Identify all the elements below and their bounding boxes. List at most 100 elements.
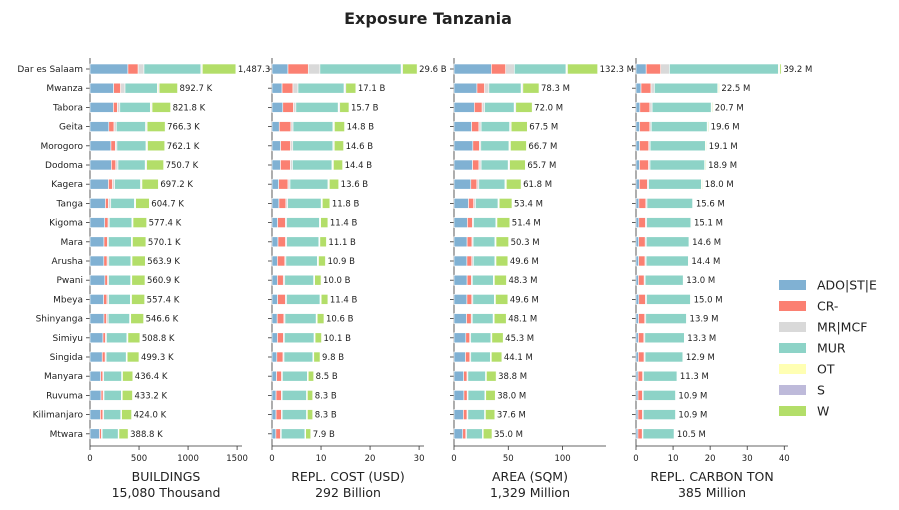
bar-segment xyxy=(275,390,282,401)
bar-segment xyxy=(121,390,133,401)
bar-segment xyxy=(649,102,653,113)
bar-segment xyxy=(316,313,325,324)
value-label: 563.9 K xyxy=(147,257,180,267)
bar-segment xyxy=(113,102,118,113)
bar-segment xyxy=(271,313,278,324)
bar-segment xyxy=(202,63,237,75)
bar-segment xyxy=(472,274,494,286)
bar-segment xyxy=(89,370,101,382)
value-label: 436.4 K xyxy=(135,372,168,382)
category-label: Dar es Salaam xyxy=(17,65,83,75)
value-label: 388.8 K xyxy=(130,430,163,440)
value-label: 29.6 B xyxy=(419,65,447,75)
bar-segment xyxy=(635,121,640,132)
bar-segment xyxy=(89,409,101,420)
bar-segment xyxy=(485,390,496,401)
bar-segment xyxy=(282,102,294,113)
bar-segment xyxy=(470,178,478,190)
bar-segment xyxy=(271,102,284,113)
value-label: 11.8 B xyxy=(332,199,360,209)
x-tick-label: 1000 xyxy=(177,454,199,464)
bar-segment xyxy=(329,178,339,190)
bar-segment xyxy=(711,102,714,113)
legend-swatch xyxy=(779,364,806,374)
category-label: Geita xyxy=(59,123,83,133)
bar-segment xyxy=(89,159,112,171)
bar-segment xyxy=(119,102,151,113)
bar-segment xyxy=(476,178,480,190)
bar-segment xyxy=(282,370,308,382)
bar-segment xyxy=(478,159,482,171)
bar-segment xyxy=(271,255,278,267)
bar-segment xyxy=(491,63,507,75)
legend-swatch xyxy=(779,385,806,395)
value-label: 11.4 B xyxy=(330,219,358,229)
value-label: 50.3 M xyxy=(511,238,540,248)
category-label: Mara xyxy=(61,238,84,248)
value-label: 546.6 K xyxy=(146,315,179,325)
bar-segment xyxy=(339,102,350,113)
category-label: Simiyu xyxy=(52,334,83,344)
bar-segment xyxy=(277,255,286,267)
x-tick-label: 40 xyxy=(779,454,790,464)
value-label: 44.1 M xyxy=(504,353,533,363)
bar-segment xyxy=(637,370,644,382)
bar-segment xyxy=(89,121,110,132)
legend-swatch xyxy=(779,406,806,416)
bar-segment xyxy=(646,217,692,228)
bar-segment xyxy=(690,294,692,305)
bar-segment xyxy=(104,217,109,228)
bar-segment xyxy=(287,178,291,190)
bar-segment xyxy=(505,63,515,75)
bar-segment xyxy=(491,351,503,363)
bar-segment xyxy=(688,255,690,267)
bar-segment xyxy=(462,428,467,440)
bar-segment xyxy=(642,428,675,440)
bar-segment xyxy=(276,370,282,382)
panel-2: 0 10 20 30 REPL. COST (USD)292 Billion 29.6 B… xyxy=(268,58,447,500)
bar-segment xyxy=(110,198,135,209)
bar-segment xyxy=(635,409,639,420)
bar-segment xyxy=(453,178,472,190)
bar-segment xyxy=(108,294,131,305)
bar-segment xyxy=(643,370,678,382)
value-label: 8.5 B xyxy=(316,372,338,382)
bar-segment xyxy=(689,236,691,248)
bar-segment xyxy=(319,63,402,75)
bar-segment xyxy=(475,198,499,209)
bar-segment xyxy=(480,140,510,152)
value-label: 13.0 M xyxy=(686,276,715,286)
bar-segment xyxy=(103,236,108,248)
x-tick-label: 100 xyxy=(554,454,570,464)
bar-segment xyxy=(646,198,693,209)
bar-segment xyxy=(465,351,471,363)
legend-swatch xyxy=(779,301,806,311)
bar-segment xyxy=(453,82,478,94)
bar-segment xyxy=(718,82,720,94)
bar-segment xyxy=(124,82,158,94)
bar-segment xyxy=(280,140,291,152)
legend-label: W xyxy=(817,404,829,419)
bar-segment xyxy=(293,102,297,113)
bar-segment xyxy=(116,121,146,132)
value-label: 11.1 B xyxy=(328,238,356,248)
bar-segment xyxy=(467,217,473,228)
bar-segment xyxy=(506,178,522,190)
bar-segment xyxy=(638,274,645,286)
bar-segment xyxy=(779,63,782,75)
bar-segment xyxy=(106,332,128,344)
legend-swatch xyxy=(779,343,806,353)
bar-segment xyxy=(320,217,329,228)
bar-segment xyxy=(639,178,648,190)
legend-label: OT xyxy=(817,362,835,377)
value-label: 762.1 K xyxy=(167,142,200,152)
bar-segment xyxy=(100,409,104,420)
bar-segment xyxy=(463,409,468,420)
x-axis-label: AREA (SQM) xyxy=(492,469,568,484)
bar-segment xyxy=(692,198,695,209)
bar-segment xyxy=(314,332,322,344)
bar-segment xyxy=(271,428,277,440)
bar-segment xyxy=(650,82,655,94)
x-tick-label: 30 xyxy=(414,454,425,464)
